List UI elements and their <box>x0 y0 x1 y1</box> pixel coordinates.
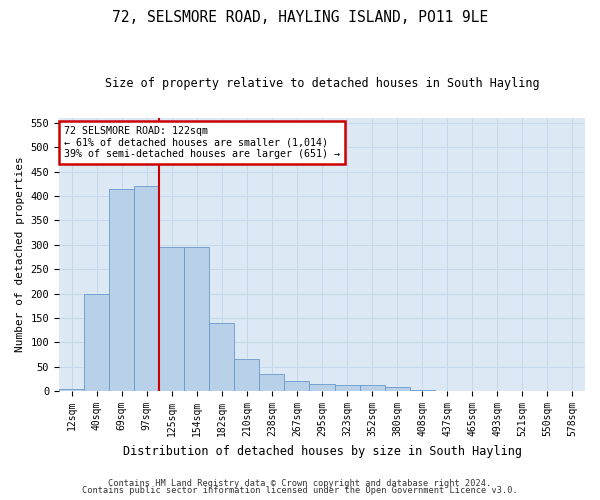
Bar <box>235 360 259 391</box>
Text: 72, SELSMORE ROAD, HAYLING ISLAND, PO11 9LE: 72, SELSMORE ROAD, HAYLING ISLAND, PO11 … <box>112 10 488 25</box>
Bar <box>359 386 385 391</box>
Title: Size of property relative to detached houses in South Hayling: Size of property relative to detached ho… <box>105 78 539 90</box>
Bar <box>134 186 159 391</box>
Bar <box>159 248 184 391</box>
Text: Contains HM Land Registry data © Crown copyright and database right 2024.: Contains HM Land Registry data © Crown c… <box>109 478 491 488</box>
Bar <box>310 384 335 391</box>
Y-axis label: Number of detached properties: Number of detached properties <box>15 157 25 352</box>
Bar <box>209 323 235 391</box>
Bar <box>385 388 410 391</box>
Bar <box>59 389 84 391</box>
Bar <box>259 374 284 391</box>
X-axis label: Distribution of detached houses by size in South Hayling: Distribution of detached houses by size … <box>122 444 521 458</box>
Bar <box>335 385 359 391</box>
Text: Contains public sector information licensed under the Open Government Licence v3: Contains public sector information licen… <box>82 486 518 495</box>
Bar <box>184 248 209 391</box>
Bar <box>284 382 310 391</box>
Bar <box>109 189 134 391</box>
Text: 72 SELSMORE ROAD: 122sqm
← 61% of detached houses are smaller (1,014)
39% of sem: 72 SELSMORE ROAD: 122sqm ← 61% of detach… <box>64 126 340 160</box>
Bar <box>410 390 435 391</box>
Bar <box>84 294 109 391</box>
